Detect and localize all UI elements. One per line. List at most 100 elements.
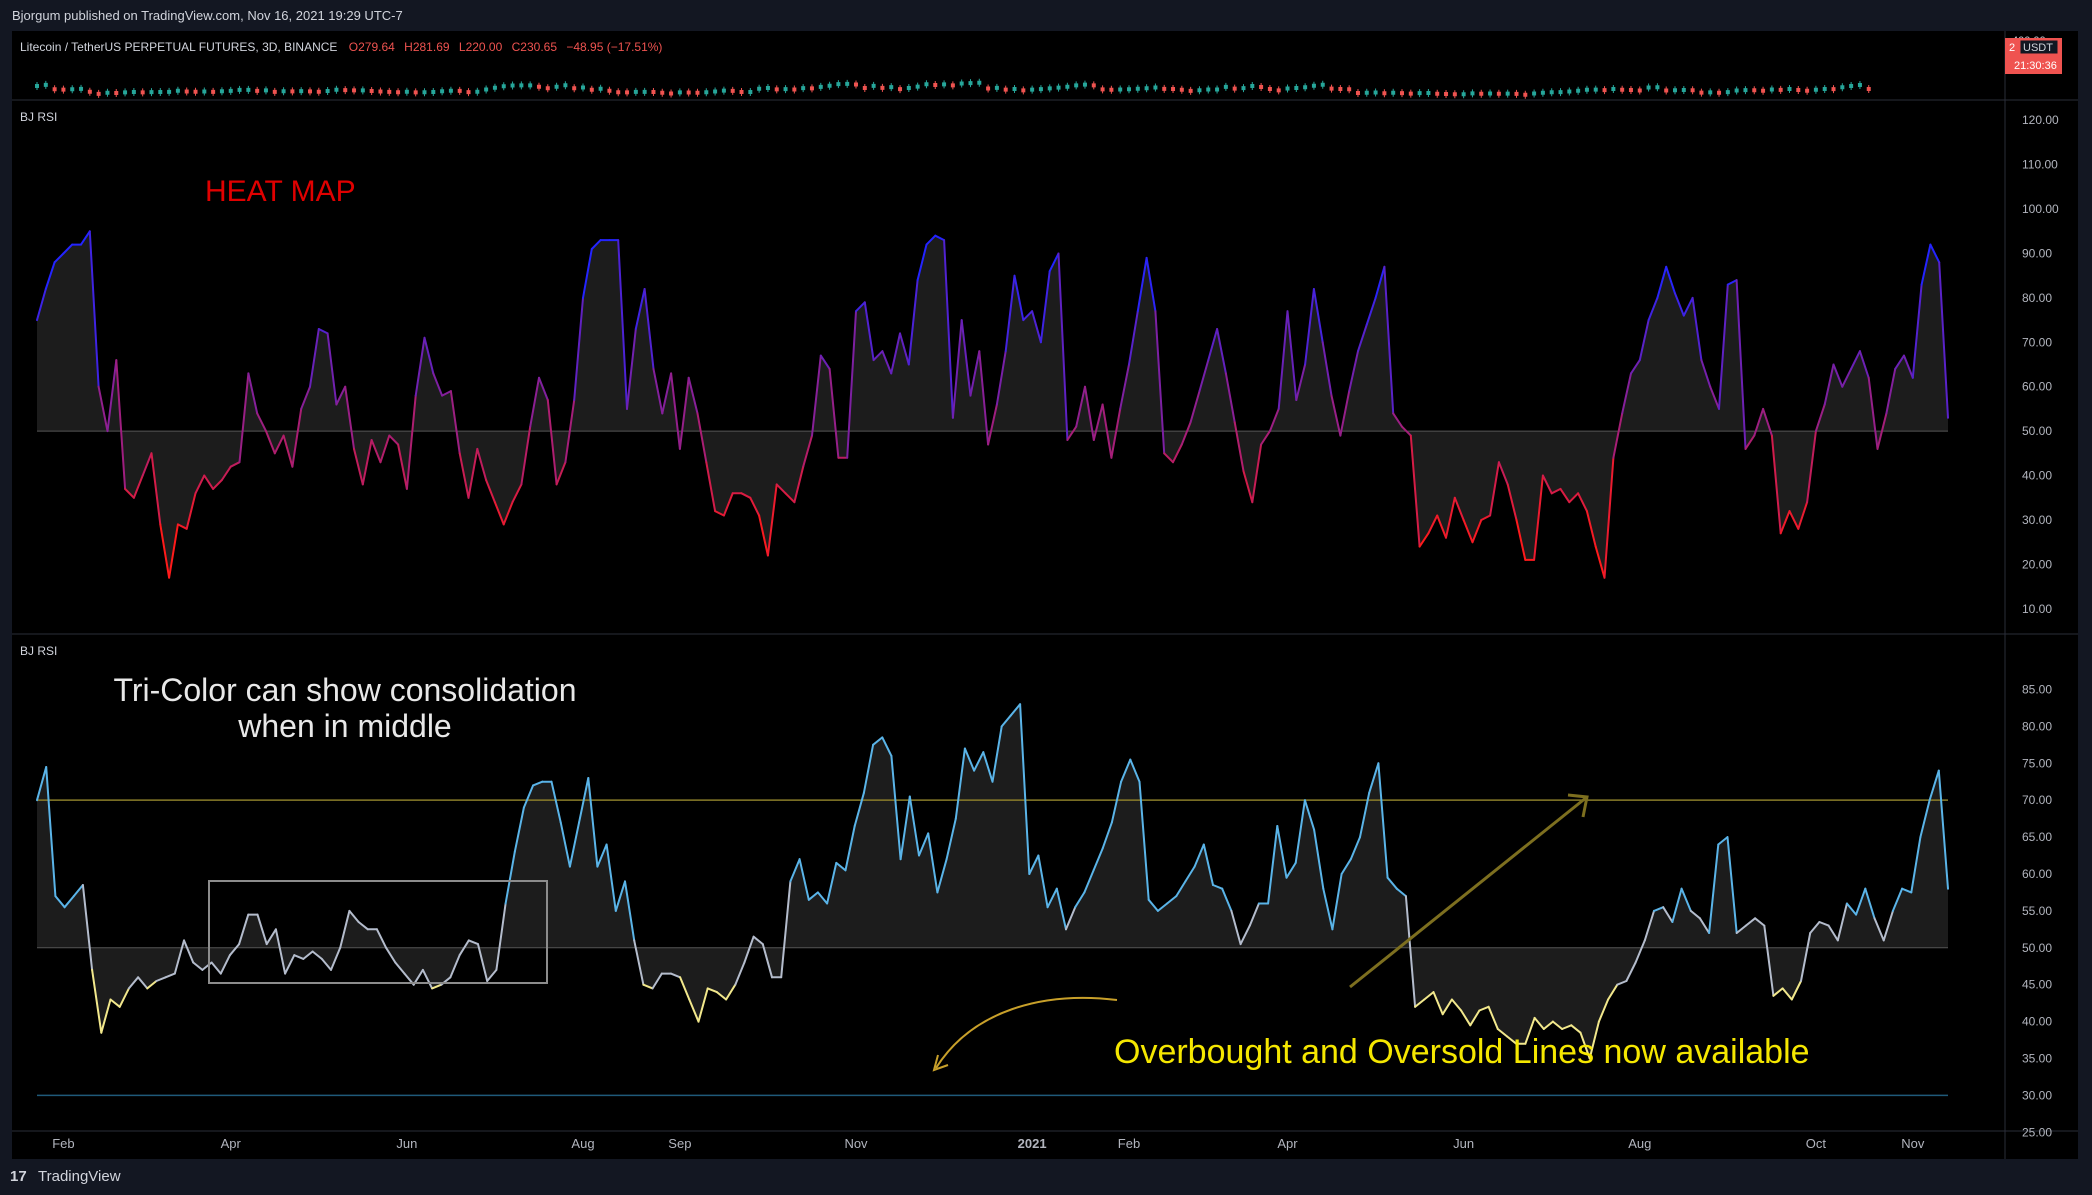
rsi-segment bbox=[238, 913, 250, 946]
rsi-segment bbox=[722, 492, 734, 517]
rsi-segment bbox=[1313, 828, 1325, 890]
rsi-segment bbox=[504, 850, 516, 905]
rsi-segment bbox=[1037, 854, 1049, 909]
rsi-segment bbox=[1441, 998, 1453, 1016]
rsi-segment bbox=[1818, 921, 1830, 927]
candle-body bbox=[448, 88, 453, 93]
tricolor-rsi-line[interactable] bbox=[36, 703, 1949, 1060]
candle-body bbox=[1303, 85, 1308, 90]
rsi-segment bbox=[918, 832, 930, 857]
candle-body bbox=[1699, 90, 1704, 95]
rsi-segment bbox=[546, 399, 558, 486]
candle-body bbox=[228, 88, 233, 93]
candle-body bbox=[721, 88, 726, 93]
candle-body bbox=[1206, 87, 1211, 92]
rsi-segment bbox=[582, 248, 593, 299]
rsi-segment bbox=[1330, 394, 1342, 437]
rsi-segment bbox=[1858, 350, 1870, 379]
candle-body bbox=[1082, 82, 1087, 87]
candle-body bbox=[1452, 92, 1457, 97]
rsi-segment bbox=[678, 376, 690, 450]
heatmap-rsi-line[interactable] bbox=[36, 230, 1949, 579]
chart-area[interactable]: Litecoin / TetherUS PERPETUAL FUTURES, 3… bbox=[12, 31, 2078, 1159]
candle-body bbox=[1628, 88, 1633, 92]
candle-body bbox=[61, 87, 66, 92]
tricolor-annotation-line1: Tri-Color can show consolidation bbox=[113, 672, 576, 708]
candle-body bbox=[1197, 88, 1202, 93]
candle-body bbox=[360, 88, 365, 93]
candle-body bbox=[79, 86, 84, 91]
y-tick-label: 100.00 bbox=[2022, 202, 2059, 216]
rsi-segment bbox=[62, 243, 74, 255]
tricolor-annotation-line2: when in middle bbox=[237, 708, 451, 744]
rsi-segment bbox=[1450, 998, 1463, 1012]
candle-body bbox=[140, 90, 145, 95]
rsi-segment bbox=[578, 777, 590, 824]
tricolor-fill-area bbox=[37, 704, 1948, 1059]
candle-body bbox=[422, 90, 427, 95]
rsi-segment bbox=[1753, 407, 1765, 437]
rsi-segment bbox=[951, 319, 963, 419]
candle-body bbox=[1012, 87, 1017, 91]
rsi-segment bbox=[379, 434, 391, 464]
rsi-segment bbox=[943, 239, 954, 419]
rsi-segment bbox=[1383, 265, 1395, 415]
rsi-segment bbox=[1630, 359, 1641, 375]
rsi-segment bbox=[273, 434, 285, 455]
candle-body bbox=[1602, 88, 1607, 93]
candle-body bbox=[1162, 86, 1167, 91]
candle-body bbox=[783, 87, 788, 92]
rsi-segment bbox=[559, 821, 571, 868]
rsi-segment bbox=[789, 858, 801, 883]
chart-svg[interactable]: Litecoin / TetherUS PERPETUAL FUTURES, 3… bbox=[12, 31, 2078, 1159]
candle-body bbox=[977, 80, 982, 85]
candle-body bbox=[1620, 87, 1625, 92]
rsi-segment bbox=[1717, 836, 1729, 846]
rsi-segment bbox=[155, 976, 167, 982]
rsi-segment bbox=[538, 376, 549, 401]
rsi-segment bbox=[485, 479, 496, 504]
tricolor-y-axis: 25.00 30.00 35.00 40.00 45.00 50.00 55.00 60.00… bbox=[2022, 682, 2052, 1139]
rsi-segment bbox=[679, 976, 691, 1001]
rsi-segment bbox=[1616, 980, 1628, 986]
rsi-segment bbox=[651, 972, 663, 990]
rsi-segment bbox=[908, 795, 920, 857]
rsi-segment bbox=[963, 747, 976, 772]
curved-arrow[interactable] bbox=[935, 996, 1118, 1069]
candle-body bbox=[1250, 84, 1255, 88]
time-axis-label: Apr bbox=[221, 1136, 242, 1151]
rsi-segment bbox=[284, 954, 296, 975]
y-tick-label: 30.00 bbox=[2022, 513, 2052, 527]
rsi-segment bbox=[1312, 288, 1324, 344]
rsi-segment bbox=[220, 465, 232, 481]
candle-body bbox=[809, 86, 814, 91]
rsi-segment bbox=[219, 954, 231, 975]
trend-arrow-head-icon bbox=[1567, 793, 1589, 818]
candle-body bbox=[1408, 91, 1413, 96]
consolidation-box[interactable] bbox=[208, 880, 548, 984]
rsi-segment bbox=[1911, 283, 1923, 379]
rsi-segment bbox=[1230, 909, 1242, 946]
candle-body bbox=[1047, 86, 1052, 91]
time-axis-label: Sep bbox=[668, 1136, 691, 1151]
candle-body bbox=[1127, 87, 1131, 92]
rsi-segment bbox=[1175, 880, 1187, 898]
candle-body bbox=[924, 82, 929, 87]
rsi-segment bbox=[793, 465, 805, 504]
candle-body bbox=[1496, 91, 1501, 96]
rsi-segment bbox=[339, 909, 351, 949]
time-axis-label: Oct bbox=[1806, 1136, 1827, 1151]
time-axis[interactable]: Feb Apr Jun Aug Sep Nov 2021 Feb Apr Jun Aug Oct Nov bbox=[52, 1136, 1925, 1151]
trend-arrow-line[interactable] bbox=[1349, 795, 1588, 989]
rsi-segment bbox=[1689, 909, 1701, 920]
rsi-segment bbox=[520, 425, 532, 486]
candle-body bbox=[1285, 86, 1290, 91]
candle-body bbox=[818, 84, 823, 89]
rsi-segment bbox=[1781, 987, 1793, 1001]
rsi-segment bbox=[1929, 243, 1941, 264]
rsi-segment bbox=[309, 328, 320, 388]
rsi-segment bbox=[1726, 836, 1738, 934]
rsi-segment bbox=[1867, 376, 1879, 450]
rsi-segment bbox=[1680, 887, 1692, 912]
candle-body bbox=[1144, 86, 1149, 91]
